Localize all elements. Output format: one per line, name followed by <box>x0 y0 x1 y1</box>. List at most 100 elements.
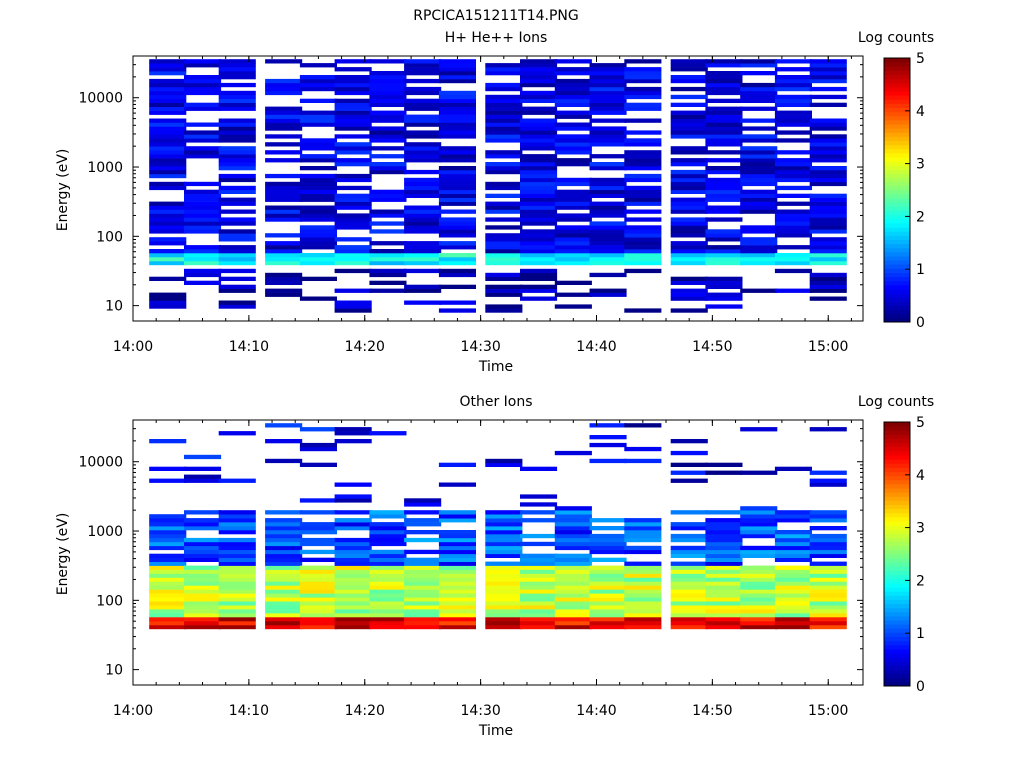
colorbar-swatch <box>884 426 910 431</box>
spectrogram-cell <box>334 193 372 198</box>
spectrogram-cell <box>438 300 476 305</box>
spectrogram-cell <box>809 585 847 590</box>
spectrogram-cell <box>299 110 337 115</box>
spectrogram-cell <box>589 557 627 562</box>
spectrogram-cell <box>809 260 847 266</box>
colorbar-swatch <box>884 595 910 600</box>
spectrogram-cell <box>485 308 523 313</box>
spectrogram-cell <box>670 205 708 210</box>
spectrogram-cell <box>589 597 627 602</box>
spectrogram-cell <box>554 150 592 155</box>
spectrogram-cell <box>670 549 708 555</box>
spectrogram-cell <box>334 557 372 562</box>
spectrogram-cell <box>589 573 627 578</box>
spectrogram-cell <box>218 288 256 293</box>
spectrogram-cell <box>740 530 778 535</box>
spectrogram-cell <box>265 59 303 64</box>
spectrogram-cell <box>809 573 847 578</box>
spectrogram-cell <box>369 110 407 115</box>
spectrogram-cell <box>404 573 442 578</box>
spectrogram-cell <box>438 260 476 266</box>
spectrogram-cell <box>404 537 442 543</box>
spectrogram-cell <box>554 98 592 103</box>
spectrogram-cell <box>624 201 662 206</box>
spectrogram-cell <box>485 288 523 293</box>
spectrogram-cell <box>774 118 812 123</box>
spectrogram-cell <box>334 78 372 84</box>
spectrogram-cell <box>520 557 558 562</box>
spectrogram-cell <box>520 189 558 194</box>
spectrogram-cell <box>184 557 222 562</box>
spectrogram-cell <box>438 78 476 84</box>
spectrogram-cell <box>334 597 372 602</box>
spectrogram-cell <box>438 605 476 610</box>
spectrogram-cell <box>774 601 812 606</box>
spectrogram-cell <box>589 537 627 543</box>
spectrogram-cell <box>520 205 558 210</box>
spectrogram-cell <box>485 304 523 309</box>
spectrogram-cell <box>705 130 743 135</box>
spectrogram-cell <box>149 561 187 566</box>
spectrogram-cell <box>705 569 743 574</box>
spectrogram-cell <box>740 106 778 111</box>
colorbar-swatch <box>884 264 910 269</box>
spectrogram-cell <box>485 209 523 214</box>
colorbar-swatch <box>884 657 910 662</box>
spectrogram-cell <box>624 605 662 610</box>
spectrogram-cell <box>299 537 337 543</box>
spectrogram-cell <box>485 181 523 187</box>
spectrogram-cell <box>624 90 662 96</box>
spectrogram-cell <box>554 126 592 131</box>
y-tick-label: 10 <box>105 663 123 679</box>
spectrogram-cell <box>740 82 778 88</box>
spectrogram-cell <box>485 462 523 467</box>
spectrogram-cell <box>809 537 847 543</box>
spectrogram-cell <box>740 98 778 103</box>
spectrogram-cell <box>705 75 743 80</box>
spectrogram-cell <box>299 276 337 281</box>
spectrogram-cell <box>369 253 407 258</box>
spectrogram-cell <box>299 427 337 432</box>
colorbar-swatch <box>884 243 910 249</box>
spectrogram-cell <box>809 154 847 159</box>
spectrogram-cell <box>670 609 708 614</box>
spectrogram-cell <box>485 225 523 230</box>
spectrogram-cell <box>740 189 778 194</box>
colorbar-swatch <box>884 529 910 534</box>
spectrogram-cell <box>705 71 743 76</box>
spectrogram-cell <box>809 205 847 210</box>
spectrogram-cell <box>369 257 407 262</box>
spectrogram-cell <box>184 209 222 214</box>
spectrogram-cell <box>149 533 187 539</box>
spectrogram-cell <box>809 569 847 574</box>
spectrogram-cell <box>404 288 442 293</box>
spectrogram-cell <box>485 130 523 135</box>
spectrogram-cell <box>184 549 222 555</box>
spectrogram-cell <box>485 292 523 297</box>
spectrogram-cell <box>265 217 303 222</box>
spectrogram-cell <box>299 213 337 218</box>
spectrogram-cell <box>589 581 627 586</box>
colorbar-swatch <box>884 239 910 245</box>
spectrogram-cell <box>520 67 558 72</box>
spectrogram-cell <box>299 217 337 222</box>
spectrogram-cell <box>705 110 743 115</box>
spectrogram-cell <box>809 142 847 147</box>
spectrogram-cell <box>334 59 372 64</box>
spectrogram-cell <box>369 569 407 574</box>
spectrogram-cell <box>218 549 256 555</box>
colorbar-tick-label: 5 <box>916 415 925 431</box>
spectrogram-cell <box>149 518 187 523</box>
spectrogram-cell <box>740 154 778 159</box>
spectrogram-cell <box>184 82 222 88</box>
spectrogram-cell <box>438 557 476 562</box>
spectrogram-cell <box>369 169 407 175</box>
spectrogram-cell <box>265 193 303 198</box>
colorbar-swatch <box>884 442 910 448</box>
spectrogram-cell <box>809 284 847 289</box>
spectrogram-cell <box>589 221 627 226</box>
spectrogram-cell <box>218 173 256 179</box>
colorbar-swatch <box>884 256 910 261</box>
spectrogram-cell <box>485 245 523 250</box>
